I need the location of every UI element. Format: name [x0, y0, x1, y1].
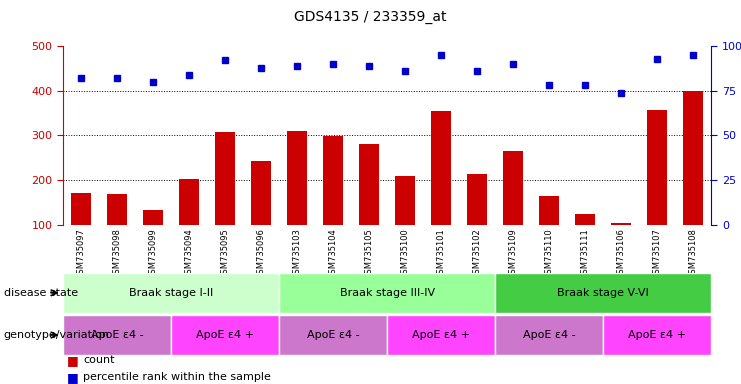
Text: GSM735109: GSM735109: [509, 228, 518, 279]
Text: GSM735108: GSM735108: [689, 228, 698, 279]
Text: GSM735103: GSM735103: [293, 228, 302, 279]
Text: count: count: [83, 355, 115, 365]
Bar: [468, 174, 487, 269]
Bar: [288, 131, 307, 269]
Bar: [495, 315, 603, 355]
Text: GSM735094: GSM735094: [185, 228, 193, 279]
Bar: [71, 194, 91, 269]
Bar: [683, 91, 703, 269]
Text: ■: ■: [67, 354, 79, 367]
Bar: [539, 195, 559, 269]
Bar: [179, 179, 199, 269]
Bar: [395, 175, 415, 269]
Bar: [63, 273, 279, 313]
Text: percentile rank within the sample: percentile rank within the sample: [83, 372, 271, 382]
Bar: [387, 315, 495, 355]
Text: GSM735107: GSM735107: [653, 228, 662, 279]
Bar: [575, 214, 595, 269]
Text: GSM735104: GSM735104: [329, 228, 338, 279]
Text: GSM735095: GSM735095: [221, 228, 230, 279]
Text: ApoE ε4 -: ApoE ε4 -: [307, 330, 359, 340]
Bar: [279, 273, 495, 313]
Text: Braak stage I-II: Braak stage I-II: [129, 288, 213, 298]
Text: GSM735100: GSM735100: [401, 228, 410, 279]
Bar: [611, 223, 631, 269]
Text: ApoE ε4 -: ApoE ε4 -: [90, 330, 143, 340]
Text: GSM735098: GSM735098: [113, 228, 122, 279]
Text: disease state: disease state: [4, 288, 78, 298]
Text: GSM735099: GSM735099: [148, 228, 158, 279]
Text: ApoE ε4 +: ApoE ε4 +: [628, 330, 686, 340]
Text: GSM735105: GSM735105: [365, 228, 373, 279]
Text: Braak stage III-IV: Braak stage III-IV: [339, 288, 435, 298]
Bar: [279, 315, 387, 355]
Bar: [143, 210, 163, 269]
Bar: [215, 132, 235, 269]
Bar: [648, 110, 667, 269]
Text: GSM735097: GSM735097: [76, 228, 85, 279]
Text: GSM735102: GSM735102: [473, 228, 482, 279]
Bar: [171, 315, 279, 355]
Text: GSM735111: GSM735111: [581, 228, 590, 279]
Bar: [63, 315, 171, 355]
Text: ApoE ε4 +: ApoE ε4 +: [412, 330, 471, 340]
Text: GDS4135 / 233359_at: GDS4135 / 233359_at: [294, 10, 447, 23]
Bar: [503, 151, 523, 269]
Bar: [323, 136, 343, 269]
Bar: [359, 144, 379, 269]
Bar: [495, 273, 711, 313]
Bar: [603, 315, 711, 355]
Text: GSM735110: GSM735110: [545, 228, 554, 279]
Text: ■: ■: [67, 371, 79, 384]
Bar: [107, 194, 127, 269]
Text: ApoE ε4 +: ApoE ε4 +: [196, 330, 254, 340]
Text: genotype/variation: genotype/variation: [4, 330, 110, 340]
Text: GSM735101: GSM735101: [436, 228, 445, 279]
Text: GSM735106: GSM735106: [617, 228, 626, 279]
Text: ApoE ε4 -: ApoE ε4 -: [523, 330, 576, 340]
Bar: [251, 161, 271, 269]
Bar: [431, 111, 451, 269]
Text: Braak stage V-VI: Braak stage V-VI: [557, 288, 649, 298]
Text: GSM735096: GSM735096: [256, 228, 265, 279]
